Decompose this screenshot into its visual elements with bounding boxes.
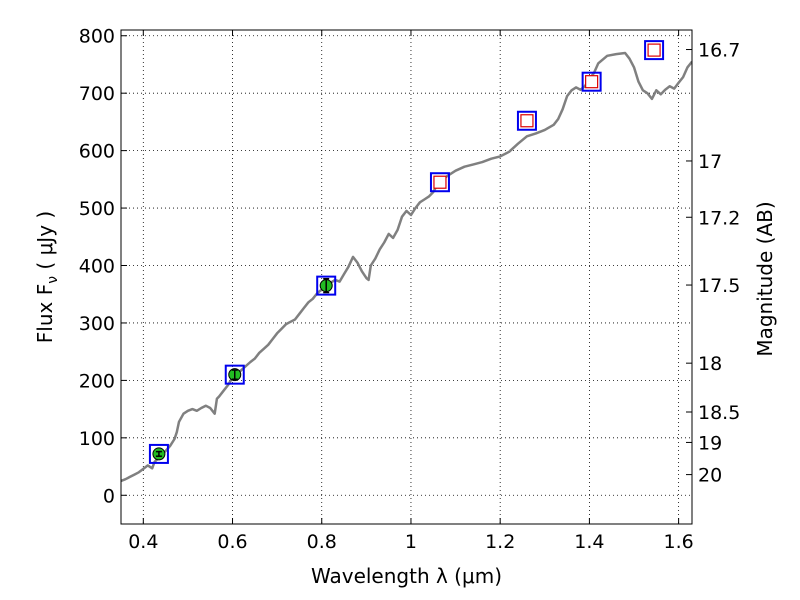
plot-background [121, 30, 692, 524]
y-tick-label: 400 [79, 256, 115, 278]
nir-point [520, 114, 534, 128]
y-tick-label: 800 [79, 26, 115, 48]
photometry-box [516, 110, 537, 131]
x-tick-label: 0.4 [128, 531, 158, 553]
mag-tick-label: 17 [698, 151, 722, 173]
photometry-box [316, 275, 337, 296]
y-tick-label: 300 [79, 313, 115, 335]
photometry-box [644, 40, 665, 61]
mag-tick-label: 17.5 [698, 275, 740, 297]
x-tick-label: 1 [405, 531, 417, 553]
ticks: 0.4 0.6 0.8 1 1.2 1.4 1.6 0 100 200 300 400 500 600 70… [79, 26, 741, 553]
mag-tick-label: 18 [698, 353, 722, 375]
y-tick-label: 600 [79, 141, 115, 163]
mag-tick-label: 16.7 [698, 40, 740, 62]
nir-point [647, 43, 661, 57]
marker-layer [148, 40, 665, 464]
x-tick-label: 0.6 [217, 531, 247, 553]
nir-point [585, 75, 599, 89]
mag-tick-label: 20 [698, 465, 722, 487]
y-tick-label: 700 [79, 83, 115, 105]
y-tick-label: 0 [103, 485, 115, 507]
nir-point [433, 175, 447, 189]
y-axis-title: Flux Fν ( μJy ) [33, 211, 61, 343]
y-axis-title-main: Flux F [33, 284, 57, 343]
x-tick-label: 0.8 [307, 531, 337, 553]
mag-tick-label: 19 [698, 432, 722, 454]
photometry-box [429, 172, 450, 193]
photometry-box [148, 443, 169, 464]
mag-tick-label: 18.5 [698, 402, 740, 424]
x-axis-title: Wavelength λ (μm) [311, 564, 502, 588]
y2-axis-title: Magnitude (AB) [753, 201, 777, 356]
photometry-box [581, 71, 602, 92]
x-tick-label: 1.2 [485, 531, 515, 553]
x-tick-label: 1.4 [574, 531, 604, 553]
y-tick-label: 200 [79, 370, 115, 392]
plot-frame [120, 29, 693, 525]
x-tick-label: 1.6 [664, 531, 694, 553]
y-axis-title-units: ( μJy ) [33, 211, 57, 276]
photometry-box [224, 364, 245, 385]
y-tick-label: 500 [79, 198, 115, 220]
y-axis-title-subscript: ν [45, 276, 61, 284]
y-tick-label: 100 [79, 428, 115, 450]
mag-tick-label: 17.2 [698, 207, 740, 229]
